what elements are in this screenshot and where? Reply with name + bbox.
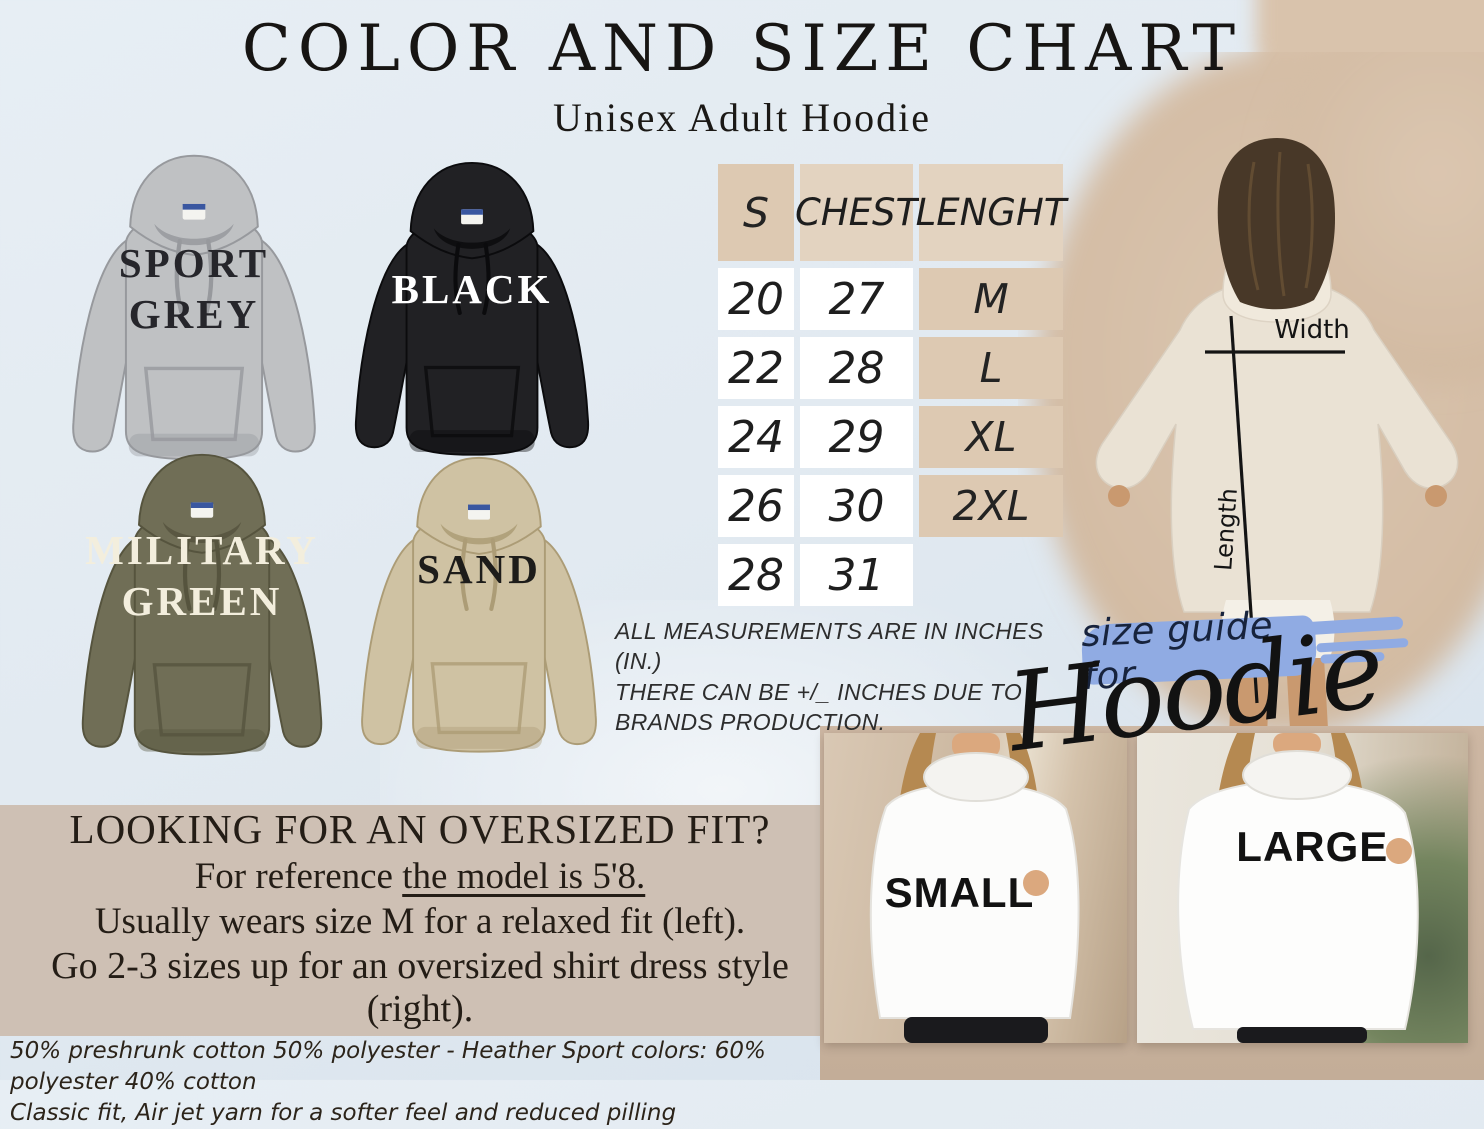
swatch-label: SPORT GREY (118, 239, 270, 338)
swatch-sport-grey: SPORT GREY (38, 130, 350, 502)
fit-photo-small: SMALL (824, 733, 1127, 1043)
chest-value: 28 (718, 544, 794, 606)
size-row-label: M (919, 268, 1063, 330)
model-right-hand (1425, 485, 1447, 507)
relaxed-fit-line: Usually wears size M for a relaxed fit (… (94, 900, 746, 942)
model-height-underlined: the model is 5'8. (402, 856, 646, 898)
swatch-label: SAND (417, 545, 541, 592)
model-chin (952, 733, 1000, 757)
hoodie-graphic (361, 456, 597, 753)
brand-tag-print (468, 504, 490, 511)
model-hair-strands (1247, 151, 1314, 297)
fit-photo-large: LARGE (1137, 733, 1468, 1043)
brand-tag-print (182, 203, 206, 210)
model-hand (1023, 870, 1049, 896)
length-value: 29 (800, 406, 913, 468)
length-label: Length (1209, 487, 1243, 572)
size-chart-table: CHEST LENGHT S 20 27 M 22 28 L 24 29 XL … (718, 164, 1066, 606)
fabric-details: 50% preshrunk cotton 50% polyester - Hea… (10, 1038, 766, 1127)
column-header-length: LENGHT (916, 164, 1066, 261)
brand-tag-print (190, 502, 214, 508)
swatch-sand: SAND (328, 420, 630, 806)
fit-size-label: SMALL (884, 869, 1035, 917)
length-value: 27 (800, 268, 913, 330)
page-title: COLOR AND SIZE CHART (241, 12, 1243, 86)
column-header-chest: CHEST (795, 164, 918, 261)
chest-value: 22 (718, 337, 794, 399)
hoodie-collar (923, 752, 1029, 802)
model-left-hand (1108, 485, 1130, 507)
swatch-label: MILITARY GREEN (85, 527, 319, 625)
size-row-label: 2XL (919, 475, 1063, 537)
width-label: Width (1274, 315, 1350, 345)
fit-model-small-illustration (869, 733, 1080, 1043)
fit-size-label: LARGE (1236, 822, 1389, 870)
oversized-fit-line: Go 2-3 sizes up for an oversized shirt d… (51, 945, 789, 1030)
swatch-black: BLACK (322, 126, 622, 508)
hoodie-graphic (72, 154, 316, 461)
length-value: 30 (800, 475, 913, 537)
swatch-military-green: MILITARY GREEN (48, 422, 356, 804)
chest-value: 26 (718, 475, 794, 537)
fit-model-large-illustration (1177, 733, 1419, 1043)
page-subtitle: Unisex Adult Hoodie (553, 95, 931, 140)
size-row-label: S (718, 164, 794, 261)
model-chin (1273, 733, 1321, 755)
model-hand (1386, 838, 1412, 864)
measurements-note: ALL MEASUREMENTS ARE IN INCHES (IN.) THE… (615, 618, 1044, 736)
model-reference-line: For reference the model is 5'8. (194, 856, 646, 898)
oversized-heading: LOOKING FOR AN OVERSIZED FIT? (69, 806, 771, 852)
white-hoodie-oversized (1177, 780, 1419, 1030)
hoodie-collar (1242, 750, 1352, 800)
length-value: 31 (800, 544, 913, 606)
swatch-label: BLACK (391, 265, 553, 312)
hoodie-graphic (354, 161, 590, 456)
black-leggings (904, 1017, 1048, 1043)
model-hair (1217, 138, 1336, 310)
black-leggings (1237, 1027, 1367, 1043)
brand-tag-print (461, 209, 483, 215)
size-row-label: XL (919, 406, 1063, 468)
chest-value: 24 (718, 406, 794, 468)
size-row-label: L (919, 337, 1063, 399)
hoodie-graphic (81, 453, 323, 756)
chest-value: 20 (718, 268, 794, 330)
oversized-info-text: LOOKING FOR AN OVERSIZED FIT? For refere… (0, 806, 840, 1129)
length-value: 28 (800, 337, 913, 399)
